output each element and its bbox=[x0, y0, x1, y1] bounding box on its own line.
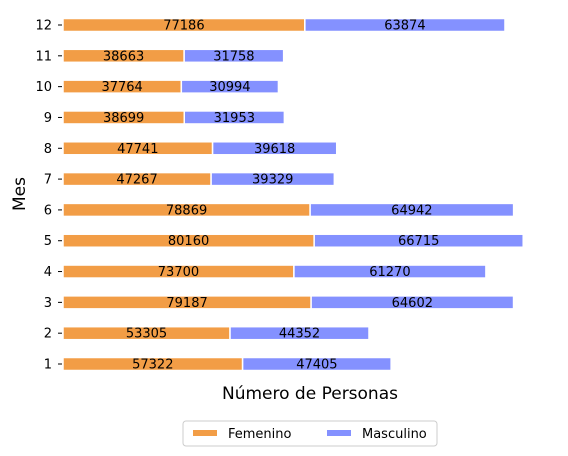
y-tick-label-12: 12 bbox=[35, 19, 52, 34]
x-axis-title: Número de Personas bbox=[222, 384, 398, 404]
data-label-masculino-12: 63874 bbox=[384, 19, 425, 34]
bar-masculino-8 bbox=[211, 141, 338, 156]
data-label-masculino-3: 64602 bbox=[392, 296, 433, 311]
bar-masculino-9 bbox=[183, 110, 286, 125]
bar-masculino-10 bbox=[180, 79, 280, 94]
data-label-masculino-4: 61270 bbox=[369, 265, 410, 280]
legend-label-femenino: Femenino bbox=[228, 427, 292, 442]
data-label-femenino-5: 80160 bbox=[168, 234, 209, 249]
data-label-femenino-9: 38699 bbox=[103, 111, 144, 126]
data-label-femenino-1: 57322 bbox=[132, 358, 173, 373]
data-label-masculino-5: 66715 bbox=[398, 234, 439, 249]
data-label-femenino-10: 37764 bbox=[101, 80, 142, 95]
y-tick-label-10: 10 bbox=[35, 80, 52, 95]
legend-swatch-femenino bbox=[193, 430, 217, 436]
legend-frame bbox=[182, 420, 438, 447]
y-tick-label-7: 7 bbox=[44, 173, 52, 188]
data-label-masculino-1: 47405 bbox=[296, 358, 337, 373]
bar-masculino-12 bbox=[304, 17, 506, 33]
bar-masculino-2 bbox=[229, 325, 370, 341]
data-label-masculino-9: 31953 bbox=[214, 111, 255, 126]
data-label-femenino-2: 53305 bbox=[126, 327, 167, 342]
bar-masculino-4 bbox=[293, 264, 487, 279]
data-label-femenino-6: 78869 bbox=[166, 203, 207, 218]
bar-masculino-5 bbox=[313, 233, 524, 248]
y-tick-label-3: 3 bbox=[44, 296, 52, 311]
y-tick-label-1: 1 bbox=[44, 358, 52, 373]
data-label-masculino-2: 44352 bbox=[279, 327, 320, 342]
y-tick-label-11: 11 bbox=[35, 49, 52, 64]
bars-layer: 57322 47405 53305 44352 79187 64602 73700 61270… bbox=[62, 17, 524, 373]
data-label-masculino-7: 39329 bbox=[252, 173, 293, 188]
data-label-femenino-7: 47267 bbox=[116, 173, 157, 188]
data-label-femenino-3: 79187 bbox=[166, 296, 207, 311]
y-tick-label-4: 4 bbox=[44, 265, 52, 280]
data-label-femenino-8: 47741 bbox=[117, 142, 158, 157]
y-tick-label-5: 5 bbox=[44, 234, 52, 249]
data-label-masculino-6: 64942 bbox=[391, 203, 432, 218]
data-label-masculino-11: 31758 bbox=[213, 49, 254, 64]
bar-masculino-3 bbox=[310, 295, 515, 310]
data-label-femenino-11: 38663 bbox=[103, 49, 144, 64]
bar-masculino-11 bbox=[183, 48, 285, 64]
legend-swatch-masculino bbox=[327, 430, 351, 436]
y-tick-label-2: 2 bbox=[44, 327, 52, 342]
data-label-femenino-12: 77186 bbox=[163, 19, 204, 34]
bar-masculino-6 bbox=[309, 202, 515, 218]
bar-masculino-1 bbox=[241, 356, 392, 372]
y-tick-label-8: 8 bbox=[44, 142, 52, 157]
data-label-masculino-10: 30994 bbox=[209, 80, 250, 95]
data-label-masculino-8: 39618 bbox=[254, 142, 295, 157]
legend-label-masculino: Masculino bbox=[362, 427, 427, 442]
y-axis-title: Mes bbox=[10, 177, 30, 211]
bar-masculino-7 bbox=[210, 171, 336, 187]
y-tick-label-9: 9 bbox=[44, 111, 52, 126]
data-label-femenino-4: 73700 bbox=[158, 265, 199, 280]
legend: Femenino Masculino bbox=[182, 420, 438, 447]
y-tick-label-6: 6 bbox=[44, 203, 52, 218]
